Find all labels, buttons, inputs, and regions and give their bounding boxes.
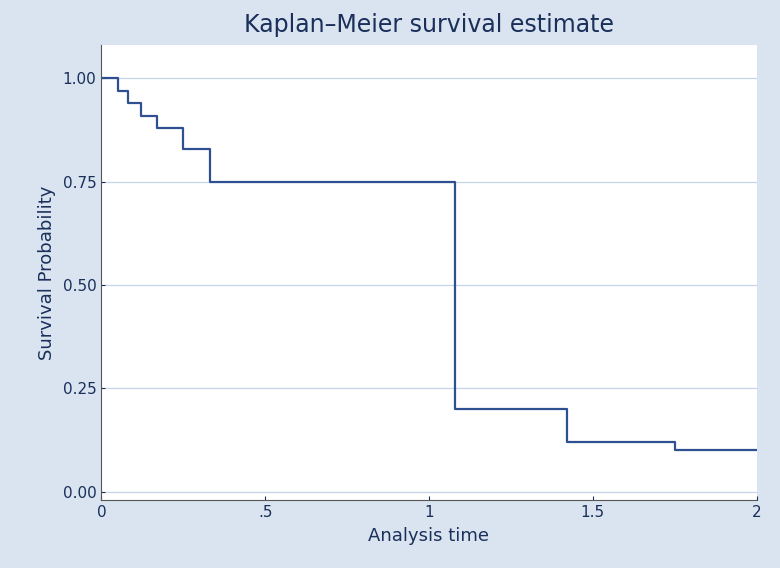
X-axis label: Analysis time: Analysis time [368,527,490,545]
Y-axis label: Survival Probability: Survival Probability [38,186,56,360]
Title: Kaplan–Meier survival estimate: Kaplan–Meier survival estimate [244,12,614,36]
